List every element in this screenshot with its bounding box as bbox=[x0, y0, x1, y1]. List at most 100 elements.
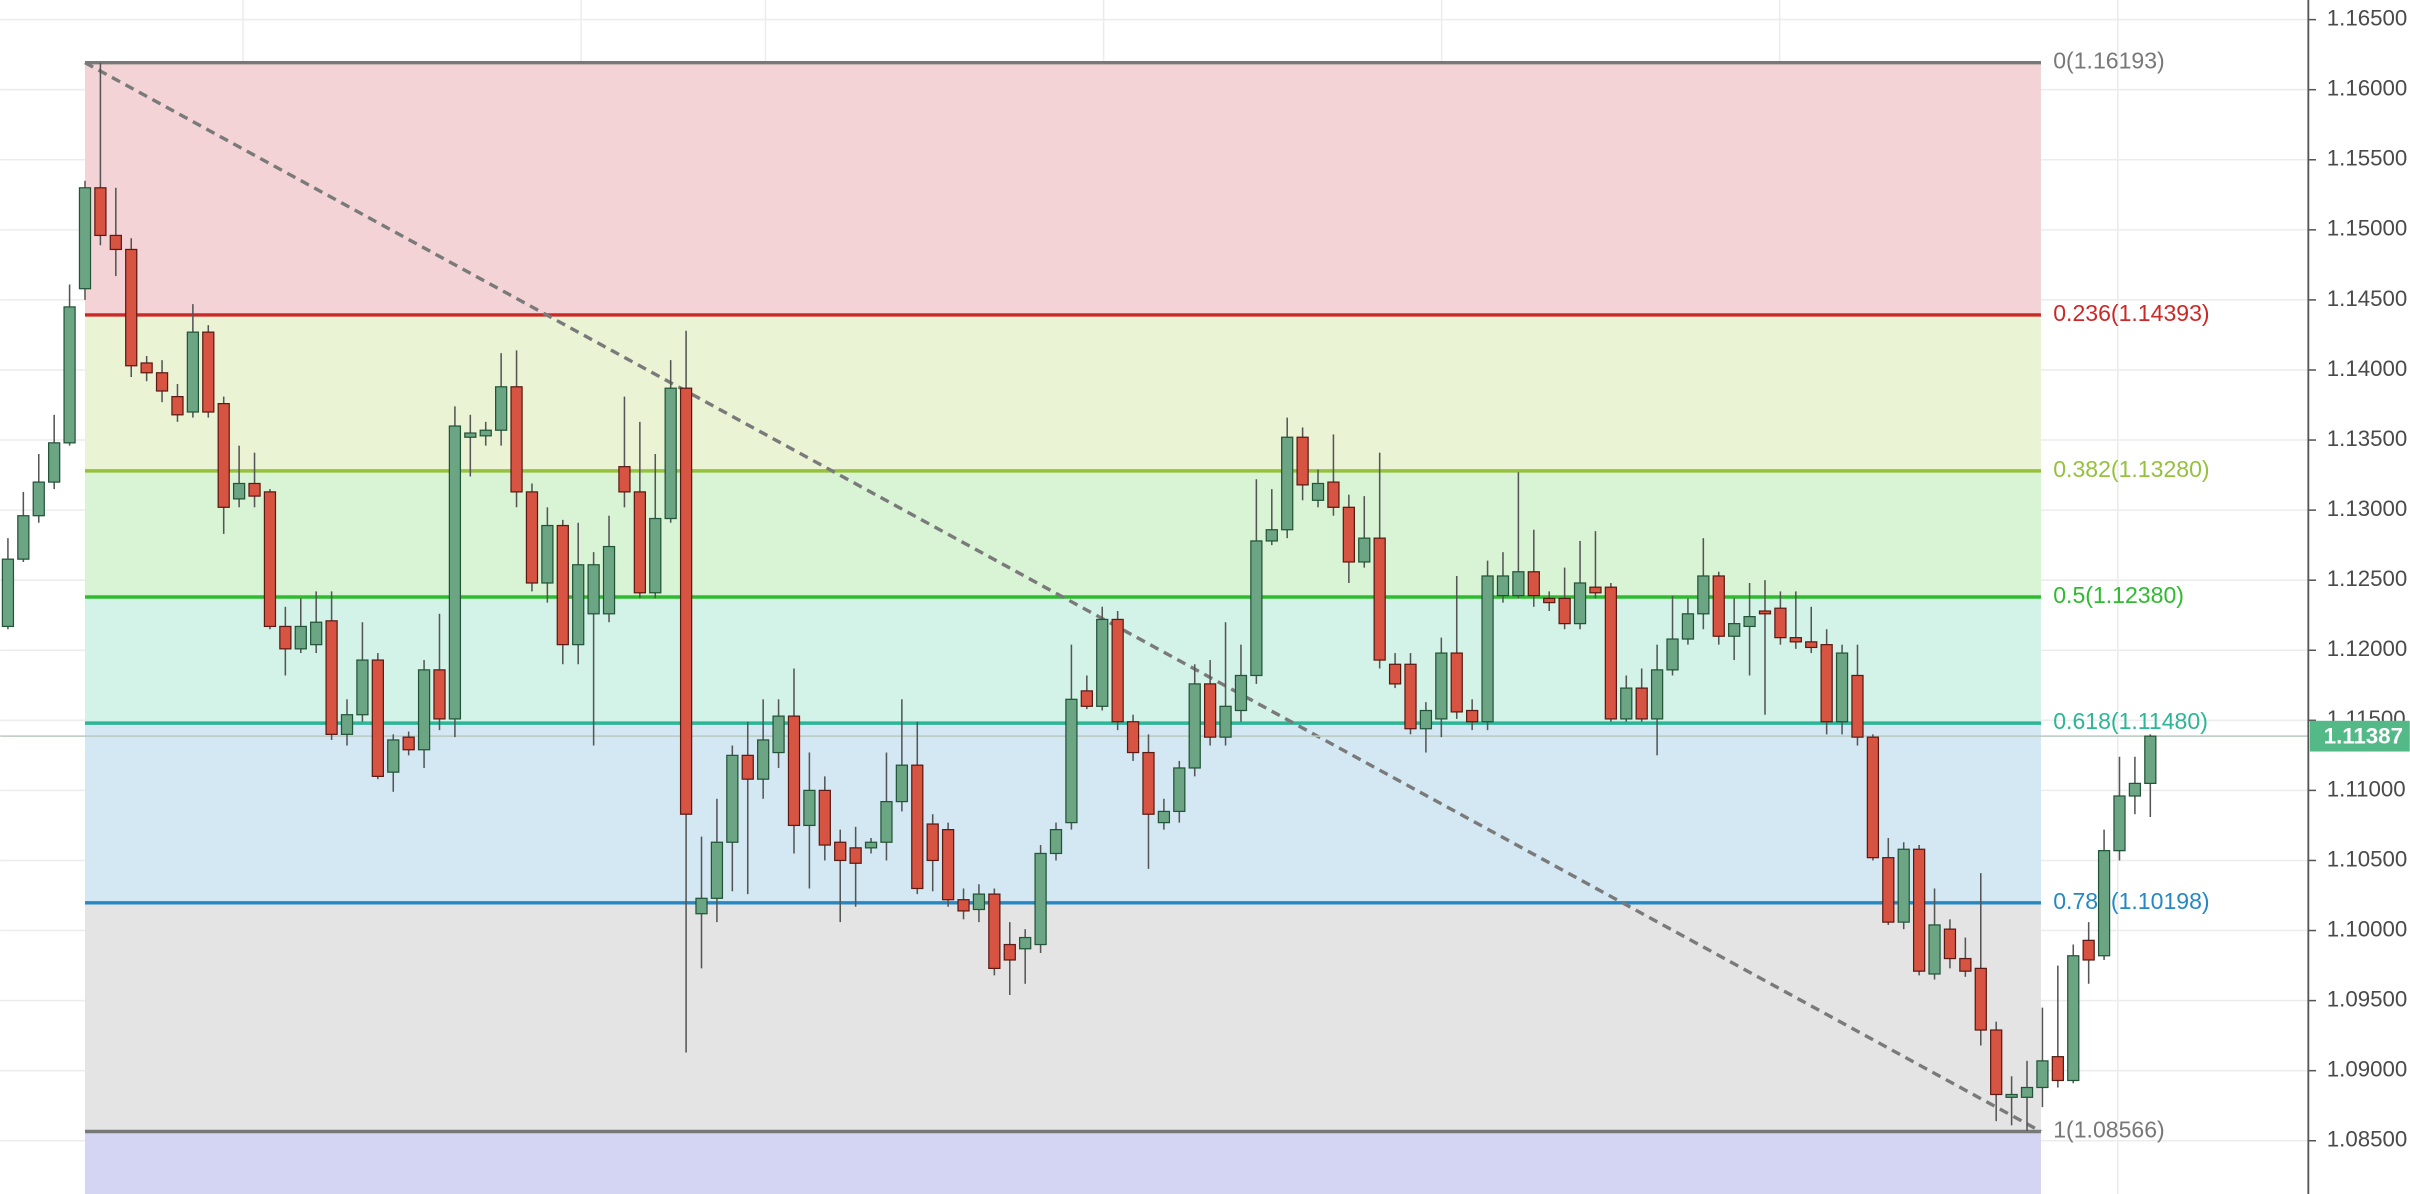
candle-body bbox=[510, 386, 523, 493]
fib-level-label: 0.618(1.11480) bbox=[2053, 708, 2208, 734]
candle-body bbox=[1219, 705, 1232, 738]
candle-body bbox=[1774, 607, 1787, 639]
y-tick-label: 1.09000 bbox=[2327, 1057, 2408, 1082]
y-tick-label: 1.14000 bbox=[2327, 356, 2408, 381]
candle-body bbox=[1358, 537, 1371, 563]
candle-body bbox=[1912, 848, 1926, 972]
candle-body bbox=[310, 621, 323, 646]
candle-body bbox=[464, 432, 477, 438]
candle-body bbox=[787, 715, 801, 827]
candle-body bbox=[1805, 641, 1818, 649]
y-tick-label: 1.14500 bbox=[2327, 286, 2408, 311]
candle-body bbox=[340, 714, 354, 735]
y-tick-label: 1.10000 bbox=[2327, 916, 2408, 941]
fib-zone bbox=[84, 1131, 2041, 1194]
candle-body bbox=[2097, 850, 2111, 957]
candle-body bbox=[1450, 652, 1463, 713]
candle-body bbox=[448, 425, 462, 720]
candle-body bbox=[1650, 669, 1664, 720]
candle-body bbox=[2128, 782, 2142, 797]
candle-body bbox=[1620, 687, 1633, 720]
candle-body bbox=[525, 491, 539, 584]
candle-body bbox=[849, 847, 862, 864]
candle-body bbox=[2036, 1060, 2049, 1089]
candle-body bbox=[1589, 586, 1602, 594]
candle-body bbox=[1604, 586, 1618, 720]
candle-body bbox=[911, 764, 924, 890]
candle-body bbox=[263, 491, 277, 628]
candle-body bbox=[232, 482, 246, 500]
y-tick-label: 1.16000 bbox=[2327, 76, 2408, 101]
y-tick-label: 1.16500 bbox=[2327, 6, 2408, 31]
candle-body bbox=[1527, 571, 1540, 597]
candle-body bbox=[1435, 652, 1448, 720]
y-tick-label: 1.13000 bbox=[2327, 496, 2408, 521]
y-tick-label: 1.09500 bbox=[2327, 986, 2408, 1011]
candle-body bbox=[895, 764, 909, 803]
candle-body bbox=[1111, 618, 1124, 723]
fib-zone bbox=[84, 314, 2041, 471]
candle-body bbox=[649, 517, 662, 594]
candle-body bbox=[926, 823, 939, 862]
candle-body bbox=[2005, 1093, 2018, 1098]
candle-body bbox=[695, 897, 708, 915]
candle-body bbox=[1897, 848, 1910, 923]
candle-body bbox=[818, 789, 831, 846]
candle-body bbox=[1234, 674, 1248, 712]
candle-body bbox=[972, 893, 986, 911]
candle-body bbox=[63, 306, 76, 444]
candle-body bbox=[186, 331, 200, 413]
candle-body bbox=[1758, 610, 1772, 615]
candle-body bbox=[94, 187, 107, 237]
candle-body bbox=[1512, 571, 1525, 597]
last-price-label: 1.11387 bbox=[2324, 724, 2403, 749]
candle-body bbox=[633, 491, 647, 594]
candle-body bbox=[1019, 936, 1032, 950]
fib-level-label: 0.5(1.12380) bbox=[2053, 582, 2184, 608]
candle-body bbox=[741, 754, 754, 780]
candle-body bbox=[1142, 751, 1155, 815]
candle-body bbox=[356, 659, 369, 716]
candle-body bbox=[1250, 540, 1263, 677]
candle-body bbox=[325, 620, 338, 735]
candle-body bbox=[2067, 955, 2080, 1082]
candle-body bbox=[1311, 482, 1325, 501]
candle-body bbox=[1928, 924, 1941, 975]
candle-body bbox=[757, 739, 770, 780]
candle-body bbox=[279, 625, 292, 650]
candle-body bbox=[1851, 674, 1864, 738]
candle-body bbox=[2051, 1056, 2064, 1082]
candle-body bbox=[941, 829, 955, 901]
fib-level-label: 0.786(1.10198) bbox=[2053, 888, 2209, 914]
candle-body bbox=[402, 736, 415, 751]
candle-body bbox=[1466, 709, 1479, 723]
candle-body bbox=[1990, 1029, 2003, 1096]
candle-body bbox=[371, 659, 384, 777]
trend-line bbox=[84, 61, 2042, 1133]
fib-zone bbox=[84, 902, 2041, 1132]
y-tick-label: 1.12500 bbox=[2327, 566, 2408, 591]
candle-body bbox=[202, 331, 215, 413]
candle-body bbox=[1543, 597, 1556, 604]
candle-body bbox=[679, 387, 693, 815]
candle-body bbox=[1327, 481, 1340, 508]
candle-body bbox=[1496, 575, 1510, 597]
candle-body bbox=[417, 669, 431, 751]
candle-body bbox=[1, 558, 15, 628]
candle-body bbox=[1342, 506, 1355, 563]
candle-body bbox=[32, 481, 45, 517]
candle-body bbox=[1419, 709, 1433, 730]
candle-body bbox=[109, 234, 122, 251]
candle-body bbox=[1743, 616, 1756, 628]
candle-body bbox=[1712, 575, 1725, 637]
candle-body bbox=[587, 564, 600, 615]
candle-body bbox=[17, 515, 30, 560]
candle-body bbox=[572, 564, 585, 646]
candle-body bbox=[957, 899, 970, 912]
candle-body bbox=[834, 841, 847, 862]
candle-body bbox=[2144, 735, 2157, 785]
candle-body bbox=[1789, 637, 1802, 643]
candle-body bbox=[2113, 795, 2126, 852]
candle-body bbox=[171, 395, 184, 416]
